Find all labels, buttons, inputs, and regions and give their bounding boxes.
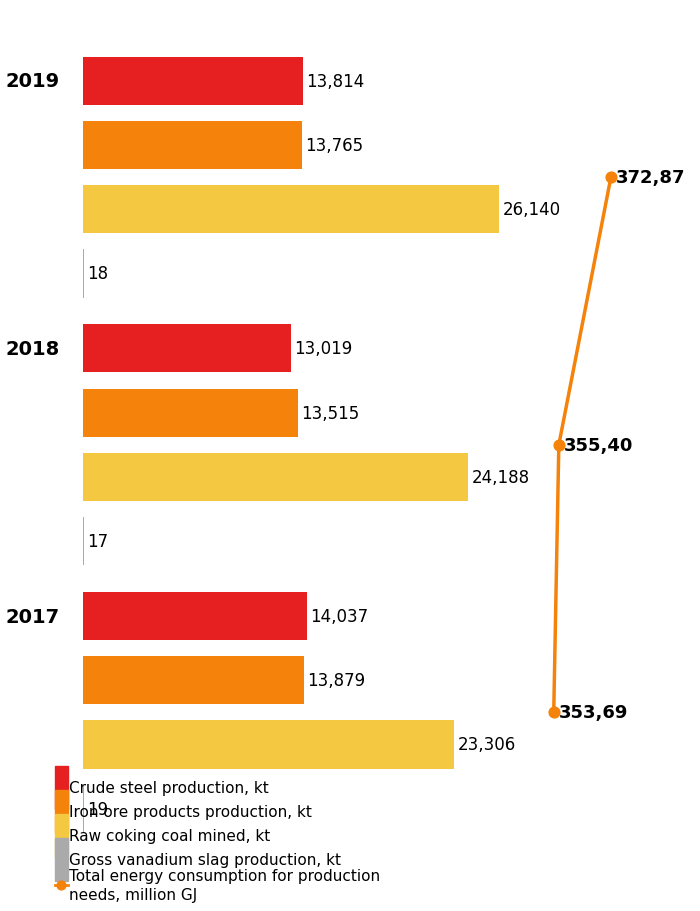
- Text: 372,87: 372,87: [616, 169, 685, 187]
- Text: Iron ore products production, kt: Iron ore products production, kt: [69, 804, 312, 819]
- Point: [553, 438, 564, 453]
- Text: Gross vanadium slag production, kt: Gross vanadium slag production, kt: [69, 852, 341, 867]
- Text: 23,306: 23,306: [457, 736, 516, 753]
- Text: 2018: 2018: [6, 340, 60, 359]
- Bar: [83, 592, 307, 640]
- Bar: [83, 454, 468, 501]
- Bar: [55, 790, 67, 834]
- Text: 26,140: 26,140: [503, 201, 561, 219]
- Bar: [83, 122, 302, 170]
- Text: 13,814: 13,814: [307, 73, 365, 91]
- Text: 13,019: 13,019: [294, 340, 352, 358]
- Bar: [83, 57, 303, 106]
- Point: [548, 705, 559, 720]
- Text: 14,037: 14,037: [310, 608, 368, 625]
- Text: 353,69: 353,69: [559, 703, 628, 722]
- Text: 18: 18: [87, 265, 108, 283]
- Bar: [55, 766, 67, 809]
- Bar: [83, 186, 499, 234]
- Bar: [83, 389, 298, 437]
- Text: 19: 19: [87, 800, 108, 818]
- Point: [55, 877, 66, 892]
- Text: 13,515: 13,515: [302, 404, 360, 422]
- Text: Total energy consumption for production
needs, million GJ: Total energy consumption for production …: [69, 867, 380, 903]
- Bar: [55, 814, 67, 857]
- Text: 2019: 2019: [6, 72, 60, 91]
- Bar: [83, 325, 290, 374]
- Text: 355,40: 355,40: [564, 436, 633, 455]
- Bar: [83, 657, 304, 704]
- Text: 13,765: 13,765: [306, 137, 364, 155]
- Text: 24,188: 24,188: [471, 468, 529, 486]
- Bar: [55, 838, 67, 881]
- Text: 13,879: 13,879: [307, 671, 365, 690]
- Point: [606, 170, 617, 185]
- Text: Crude steel production, kt: Crude steel production, kt: [69, 780, 269, 795]
- Text: 2017: 2017: [6, 607, 60, 626]
- Bar: [83, 721, 454, 769]
- Text: 17: 17: [87, 533, 108, 550]
- Text: Raw coking coal mined, kt: Raw coking coal mined, kt: [69, 828, 270, 843]
